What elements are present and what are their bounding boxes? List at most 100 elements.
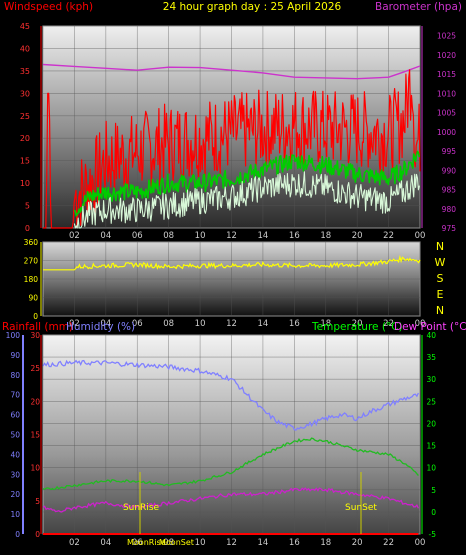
humidity-y-tick-label: 10 [10, 510, 20, 519]
humidity-y-tick-label: 80 [10, 371, 20, 380]
barometer-axis-title: Barometer (hpa) [375, 1, 462, 13]
wind-y-tick-label: 40 [20, 44, 30, 53]
x-tick-label: 06 [132, 231, 143, 241]
x-tick-label: 00 [415, 231, 426, 241]
direction-y-tick-label: 360 [24, 238, 39, 247]
wind-y-tick-label: 15 [20, 157, 30, 166]
wind-direction-line [43, 254, 421, 271]
temp-y-tick-label: 30 [426, 375, 436, 384]
x-tick-label: 14 [258, 538, 269, 548]
rain-y-tick-label: 0 [35, 530, 40, 539]
x-tick-label: 10 [195, 538, 206, 548]
direction-y-tick-label: 270 [24, 257, 39, 266]
humidity-y-tick-label: 70 [10, 391, 20, 400]
wind-average-line [73, 150, 421, 217]
x-tick-label: 12 [226, 319, 237, 329]
rain-y-tick-label: 20 [30, 397, 40, 406]
wind-y-tick-label: 25 [20, 112, 30, 121]
rain-y-tick-label: 15 [30, 431, 40, 440]
humidity-y-tick-label: 90 [10, 351, 20, 360]
compass-label: N [436, 240, 444, 253]
x-tick-label: 08 [163, 319, 174, 329]
x-tick-label: 22 [383, 319, 394, 329]
compass-label: E [437, 288, 444, 301]
x-tick-label: 10 [195, 231, 206, 241]
wind-y-tick-label: 30 [20, 89, 30, 98]
x-tick-label: 02 [69, 319, 80, 329]
baro-y-tick-label: 1025 [437, 32, 456, 41]
baro-y-tick-label: 985 [442, 186, 457, 195]
baro-y-tick-label: 995 [442, 147, 457, 156]
temp-y-tick-label: 5 [431, 486, 436, 495]
x-tick-label: 22 [383, 538, 394, 548]
x-tick-label: 22 [383, 231, 394, 241]
wind-y-tick-label: 10 [20, 179, 30, 188]
compass-label: N [436, 304, 444, 317]
compass-label: S [437, 272, 444, 285]
baro-y-tick-label: 990 [442, 166, 457, 175]
baro-y-tick-label: 980 [442, 205, 457, 214]
windspeed-line [43, 69, 421, 229]
humidity-y-tick-label: 30 [10, 470, 20, 479]
humidity-axis-title: Humidity (%) [66, 321, 135, 333]
temp-y-tick-label: 0 [431, 508, 436, 517]
baro-y-tick-label: 1010 [437, 89, 456, 98]
humidity-y-tick-label: 100 [6, 331, 21, 340]
dewpoint-axis-title: Dew Point (°C) [394, 321, 466, 333]
temp-y-tick-label: -5 [429, 530, 437, 539]
direction-y-tick-label: 180 [24, 275, 39, 284]
windspeed-axis-title: Windspeed (kph) [4, 1, 93, 13]
sunset-label: SunSet [345, 503, 377, 513]
x-tick-label: 00 [415, 538, 426, 548]
x-tick-label: 04 [100, 319, 111, 329]
temp-y-tick-label: 10 [426, 464, 436, 473]
x-tick-label: 20 [352, 319, 363, 329]
rain-y-tick-label: 25 [30, 364, 40, 373]
wind-y-tick-label: 5 [25, 202, 30, 211]
wind-y-tick-label: 20 [20, 134, 30, 143]
x-tick-label: 16 [289, 231, 300, 241]
dewpoint-line [42, 487, 419, 513]
x-tick-label: 16 [289, 538, 300, 548]
x-tick-label: 04 [100, 538, 111, 548]
x-tick-label: 14 [258, 231, 269, 241]
chart-title: 24 hour graph day : 25 April 2026 [163, 1, 342, 13]
x-tick-label: 18 [320, 538, 331, 548]
temp-y-tick-label: 25 [426, 397, 436, 406]
x-tick-label: 02 [69, 231, 80, 241]
wind-low-line [73, 171, 420, 229]
barometer-line [42, 63, 421, 80]
x-tick-label: 20 [352, 538, 363, 548]
x-tick-label: 12 [226, 231, 237, 241]
rain-y-tick-label: 5 [35, 497, 40, 506]
direction-y-tick-label: 90 [28, 294, 38, 303]
temp-y-tick-label: 35 [426, 353, 436, 362]
humidity-y-tick-label: 60 [10, 411, 20, 420]
x-tick-label: 10 [195, 319, 206, 329]
temperature-line [42, 437, 419, 491]
temperature-axis-title: Temperature (°C) [311, 321, 403, 333]
x-tick-label: 18 [320, 231, 331, 241]
x-tick-label: 16 [289, 319, 300, 329]
compass-label: W [435, 256, 446, 269]
x-tick-label: 08 [163, 538, 174, 548]
humidity-y-tick-label: 0 [15, 530, 20, 539]
moonset-label: MoonSet [159, 538, 194, 547]
rain-y-tick-label: 30 [30, 331, 40, 340]
baro-y-tick-label: 975 [442, 224, 457, 233]
rain-y-tick-label: 10 [30, 464, 40, 473]
baro-y-tick-label: 1000 [437, 128, 456, 137]
humidity-y-tick-label: 50 [10, 431, 20, 440]
moonrise-label: MoonRise [127, 538, 166, 547]
x-tick-label: 00 [415, 319, 426, 329]
wind-y-tick-label: 35 [20, 67, 30, 76]
humidity-y-tick-label: 20 [10, 490, 20, 499]
x-tick-label: 04 [100, 231, 111, 241]
x-tick-label: 20 [352, 231, 363, 241]
x-tick-label: 06 [132, 538, 143, 548]
rainfall-axis-title: Rainfall (mm) [2, 321, 73, 333]
x-tick-label: 14 [258, 319, 269, 329]
temp-y-tick-label: 40 [426, 331, 436, 340]
x-tick-label: 06 [132, 319, 143, 329]
